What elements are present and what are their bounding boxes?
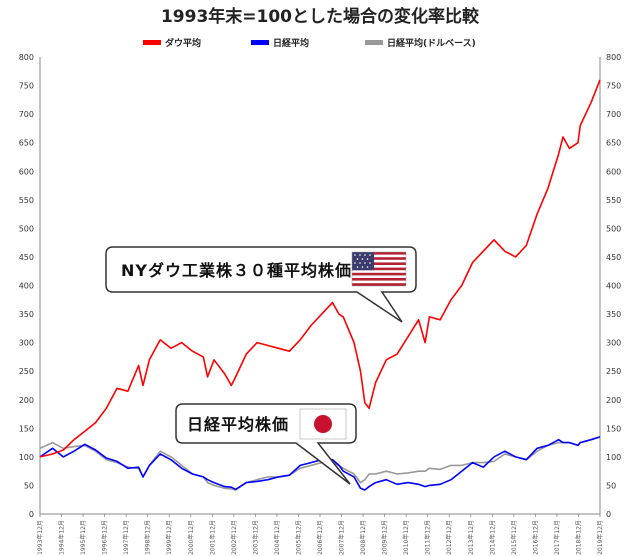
series-lines [39,79,601,491]
y-tick-label-left: 300 [19,339,34,348]
y-tick-label-right: 50 [606,481,616,490]
us-flag-icon [351,251,407,287]
y-tick-label-right: 500 [606,224,621,233]
x-tick-label: 2016年12月 [531,520,539,555]
y-tick-label-left: 650 [19,139,34,148]
callout-nikkei: 日経平均株価 [175,403,357,485]
x-tick-label: 2008年12月 [359,520,367,555]
callouts: NYダウ工業株３０種平均株価 [105,246,417,485]
x-tick-label: 2001年12月 [208,520,216,555]
y-tick-label-left: 50 [24,481,34,490]
y-tick-label-right: 600 [606,167,621,176]
callout-dow: NYダウ工業株３０種平均株価 [105,246,417,323]
japan-flag-icon [299,408,347,440]
x-tick-label: 2018年12月 [574,520,582,555]
callout-dow-text: NYダウ工業株３０種平均株価 [121,261,352,280]
y-tick-label-left: 700 [19,110,34,119]
callout-dow-bubble [105,246,417,323]
y-tick-label-right: 550 [606,196,621,205]
y-tick-label-right: 450 [606,253,621,262]
y-tick-label-left: 500 [19,224,34,233]
y-tick-label-right: 250 [606,367,621,376]
x-tick-label: 2010年12月 [402,520,410,555]
x-tick-label: 2015年12月 [510,520,518,555]
series-line-0 [39,79,601,458]
callout-nikkei-text: 日経平均株価 [187,415,289,434]
legend-swatch-0 [143,40,161,45]
x-tick-label: 1997年12月 [122,520,130,555]
y-tick-label-right: 300 [606,339,621,348]
x-tick-label: 1994年12月 [58,520,66,555]
y-tick-label-right: 350 [606,310,621,319]
y-tick-label-left: 600 [19,167,34,176]
y-tick-label-left: 750 [19,82,34,91]
y-tick-label-right: 0 [606,510,611,519]
x-tick-label: 2017年12月 [553,520,561,555]
x-tick-label: 2006年12月 [316,520,324,555]
x-tick-label: 1993年12月 [36,520,44,555]
y-tick-label-left: 450 [19,253,34,262]
y-tick-label-right: 400 [606,282,621,291]
x-tick-label: 2002年12月 [230,520,238,555]
x-tick-label: 1995年12月 [79,520,87,555]
x-tick-label: 2009年12月 [381,520,389,555]
x-tick-label: 1996年12月 [101,520,109,555]
y-tick-label-right: 650 [606,139,621,148]
series-line-1 [39,436,601,491]
x-tick-label: 2013年12月 [467,520,475,555]
x-tick-label: 2004年12月 [273,520,281,555]
x-tick-label: 1999年12月 [165,520,173,555]
y-tick-label-left: 800 [19,53,34,62]
y-tick-label-right: 700 [606,110,621,119]
legend-swatch-1 [251,40,269,45]
y-tick-label-right: 200 [606,396,621,405]
y-tick-label-right: 150 [606,424,621,433]
x-tick-label: 2011年12月 [424,520,432,555]
y-tick-label-left: 150 [19,424,34,433]
x-tick-label: 2000年12月 [187,520,195,555]
x-tick-label: 2019年12月 [596,520,604,555]
legend-label-0: ダウ平均 [165,37,201,49]
y-tick-label-left: 400 [19,282,34,291]
y-tick-label-left: 350 [19,310,34,319]
legend: ダウ平均 日経平均 日経平均(ドルベース) [143,37,476,49]
x-tick-label: 1998年12月 [144,520,152,555]
legend-label-1: 日経平均 [273,37,309,49]
y-tick-label-left: 0 [29,510,34,519]
chart-title: 1993年末=100とした場合の変化率比較 [161,6,480,27]
x-tick-label: 2007年12月 [338,520,346,555]
y-tick-label-left: 100 [19,453,34,462]
legend-swatch-2 [365,40,383,45]
x-tick-label: 2003年12月 [251,520,259,555]
y-tick-label-right: 800 [606,53,621,62]
axes: 0 0 50 50 100 100 150 150 200 200 250 250 300 300 350 3… [19,53,622,555]
y-tick-label-right: 750 [606,82,621,91]
x-tick-label: 2012年12月 [445,520,453,555]
x-tick-label: 2014年12月 [488,520,496,555]
y-tick-label-right: 100 [606,453,621,462]
y-tick-label-left: 200 [19,396,34,405]
y-tick-label-left: 250 [19,367,34,376]
y-tick-label-left: 550 [19,196,34,205]
legend-label-2: 日経平均(ドルベース) [387,37,476,49]
x-tick-label: 2005年12月 [294,520,302,555]
